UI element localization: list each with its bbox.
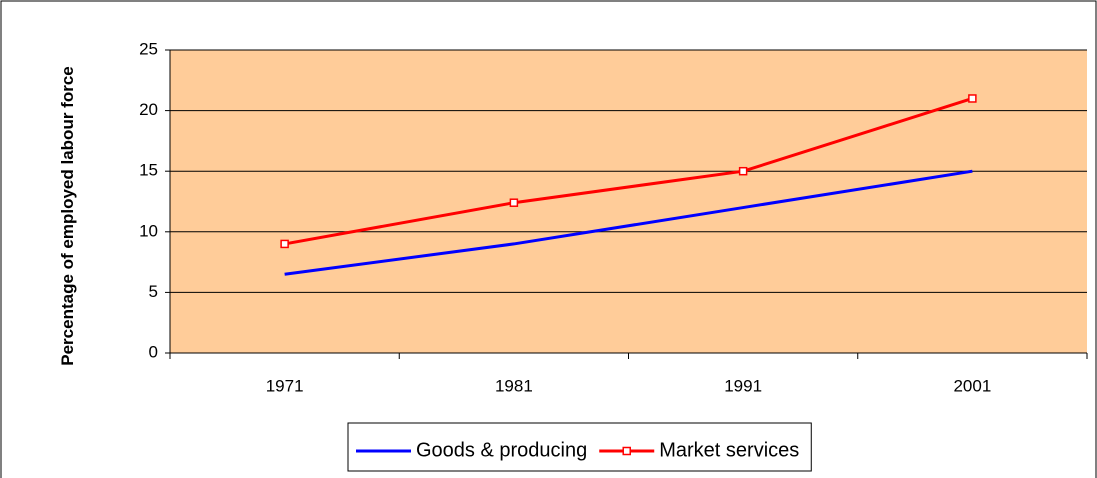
y-tick-label: 0 xyxy=(149,342,158,361)
y-tick-label: 10 xyxy=(139,221,158,240)
x-tick-label: 1991 xyxy=(724,376,762,395)
y-tick-label: 15 xyxy=(139,161,158,180)
series-line xyxy=(284,97,973,246)
x-tick-label: 1981 xyxy=(495,376,533,395)
legend-label: Goods & producing xyxy=(416,439,587,461)
plot-area xyxy=(170,50,1087,353)
legend: Goods & producing Market services xyxy=(347,422,812,472)
marker xyxy=(280,239,289,249)
y-tick-label: 25 xyxy=(139,39,158,58)
y-tick-label: 20 xyxy=(139,100,158,119)
legend-label: Market services xyxy=(659,439,799,461)
legend-marker xyxy=(622,446,631,456)
marker xyxy=(968,94,977,103)
marker xyxy=(509,198,519,207)
y-tick-label: 5 xyxy=(149,282,158,301)
x-tick-label: 2001 xyxy=(953,376,991,395)
marker xyxy=(738,166,748,176)
series-line xyxy=(284,169,973,276)
legend-box xyxy=(347,422,812,472)
y-axis-label: Percentage of employed labour force xyxy=(58,66,77,366)
x-tick-label: 1971 xyxy=(266,376,304,395)
